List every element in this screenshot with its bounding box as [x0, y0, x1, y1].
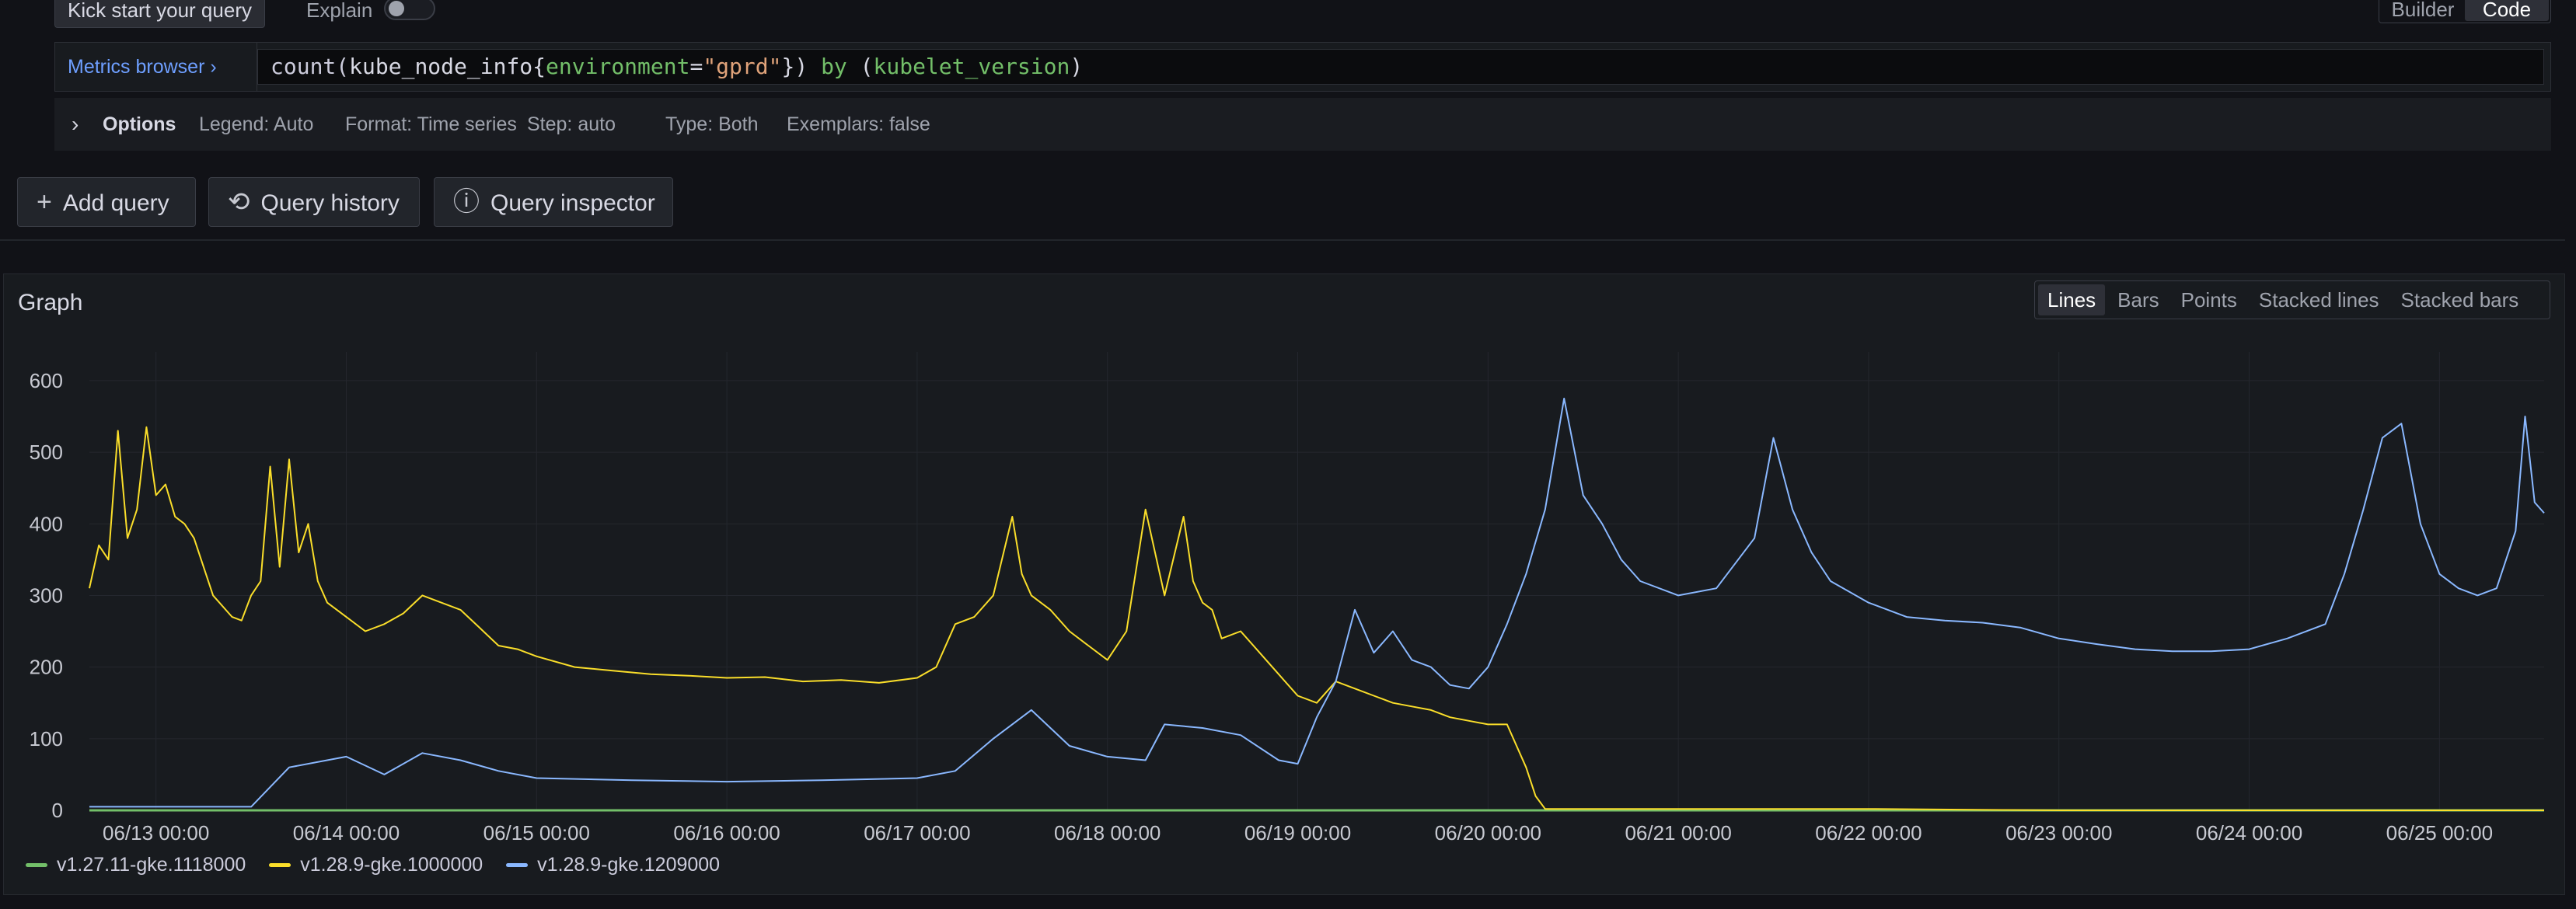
x-tick-label: 06/19 00:00: [1244, 821, 1351, 845]
mode-code-button[interactable]: Code: [2465, 0, 2549, 21]
history-icon: ⟲: [228, 187, 250, 217]
x-tick-label: 06/23 00:00: [2005, 821, 2112, 845]
options-legend: Legend: Auto: [199, 98, 313, 151]
query-operator: =: [689, 54, 703, 79]
y-tick-label: 200: [30, 656, 63, 679]
query-input[interactable]: count(kube_node_info{environment="gprd"}…: [257, 49, 2544, 85]
query-grouping: kubelet_version: [874, 54, 1070, 79]
query-inspector-label: Query inspector: [490, 190, 655, 216]
info-circle-icon: ⓘ: [453, 187, 480, 217]
y-tick-label: 600: [30, 369, 63, 392]
legend-label: v1.27.11-gke.1118000: [57, 854, 246, 876]
x-tick-label: 06/17 00:00: [864, 821, 970, 845]
query-history-button[interactable]: ⟲ Query history: [208, 177, 420, 227]
query-fn: count(: [271, 54, 349, 79]
y-tick-label: 400: [30, 512, 63, 535]
metrics-browser-button[interactable]: Metrics browser ›: [55, 43, 257, 91]
chevron-right-icon: ›: [72, 98, 79, 151]
kick-start-query-button[interactable]: Kick start your query: [54, 0, 265, 28]
mode-builder-button[interactable]: Builder: [2381, 0, 2465, 21]
y-tick-label: 0: [52, 799, 63, 822]
editor-mode-switch: Builder Code: [2379, 0, 2551, 23]
time-series-chart[interactable]: 0 100 200 300 400 500 600 06/13 00:00 06/14 00:0…: [4, 274, 2564, 849]
x-tick-label: 06/22 00:00: [1815, 821, 1922, 845]
query-by-keyword: by: [821, 54, 847, 79]
legend-item[interactable]: v1.28.9-gke.1000000: [269, 854, 483, 876]
query-row: Metrics browser › count(kube_node_info{e…: [54, 42, 2551, 92]
section-divider: [0, 239, 2565, 241]
x-tick-label: 06/14 00:00: [293, 821, 400, 845]
toggle-knob: [389, 1, 404, 16]
query-label-value: "gprd": [703, 54, 781, 79]
legend-label: v1.28.9-gke.1209000: [537, 854, 720, 876]
legend-swatch: [26, 863, 47, 867]
series-line: [89, 427, 2544, 810]
legend-label: v1.28.9-gke.1000000: [300, 854, 483, 876]
y-tick-label: 100: [30, 727, 63, 751]
explain-label: Explain: [306, 0, 372, 20]
options-type: Type: Both: [665, 98, 759, 151]
options-step: Step: auto: [527, 98, 616, 151]
series-line: [89, 399, 2544, 807]
query-close: }): [781, 54, 821, 79]
legend-swatch: [269, 863, 291, 867]
x-tick-label: 06/24 00:00: [2196, 821, 2302, 845]
query-label-name: environment: [546, 54, 689, 79]
explain-toggle[interactable]: [384, 0, 435, 20]
x-tick-label: 06/25 00:00: [2386, 821, 2493, 845]
graph-panel: Graph Lines Bars Points Stacked lines St…: [3, 273, 2565, 895]
x-tick-label: 06/13 00:00: [103, 821, 209, 845]
x-tick-label: 06/18 00:00: [1054, 821, 1161, 845]
plus-icon: +: [37, 187, 52, 217]
y-tick-label: 500: [30, 441, 63, 464]
options-title: Options: [103, 98, 176, 151]
query-paren-close: ): [1070, 54, 1083, 79]
chevron-right-icon: ›: [210, 56, 216, 78]
legend-item[interactable]: v1.28.9-gke.1209000: [506, 854, 720, 876]
query-editor: Kick start your query Explain Builder Co…: [0, 0, 2565, 241]
x-tick-label: 06/15 00:00: [483, 821, 590, 845]
query-options-row[interactable]: › Options Legend: Auto Format: Time seri…: [54, 98, 2551, 151]
options-exemplars: Exemplars: false: [787, 98, 930, 151]
metrics-browser-label: Metrics browser: [68, 56, 204, 78]
x-tick-label: 06/20 00:00: [1435, 821, 1541, 845]
x-tick-label: 06/21 00:00: [1625, 821, 1731, 845]
query-history-label: Query history: [261, 190, 400, 216]
query-paren-open: (: [847, 54, 874, 79]
add-query-label: Add query: [63, 190, 169, 216]
legend-item[interactable]: v1.27.11-gke.1118000: [26, 854, 246, 876]
legend-swatch: [506, 863, 528, 867]
add-query-button[interactable]: + Add query: [17, 177, 196, 227]
legend: v1.27.11-gke.1118000 v1.28.9-gke.1000000…: [26, 854, 720, 876]
y-tick-label: 300: [30, 583, 63, 607]
query-inspector-button[interactable]: ⓘ Query inspector: [434, 177, 673, 227]
query-metric: kube_node_info{: [349, 54, 546, 79]
options-format: Format: Time series: [345, 98, 517, 151]
x-tick-label: 06/16 00:00: [673, 821, 780, 845]
